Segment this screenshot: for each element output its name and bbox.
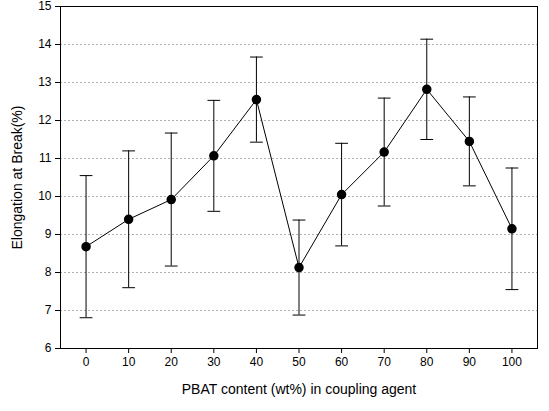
svg-text:70: 70 — [377, 355, 391, 369]
svg-text:90: 90 — [463, 355, 477, 369]
svg-text:11: 11 — [39, 151, 52, 165]
svg-text:10: 10 — [38, 189, 52, 203]
svg-text:12: 12 — [38, 113, 52, 127]
svg-text:8: 8 — [45, 265, 52, 279]
svg-text:20: 20 — [165, 355, 179, 369]
svg-text:PBAT content (wt%) in coupling: PBAT content (wt%) in coupling agent — [182, 381, 417, 397]
svg-text:60: 60 — [335, 355, 349, 369]
svg-text:0: 0 — [83, 355, 90, 369]
svg-text:100: 100 — [502, 355, 522, 369]
svg-text:40: 40 — [250, 355, 264, 369]
svg-text:14: 14 — [38, 37, 52, 51]
svg-text:Elongation at Break(%): Elongation at Break(%) — [9, 106, 25, 250]
svg-text:13: 13 — [38, 75, 52, 89]
svg-text:6: 6 — [45, 341, 52, 355]
svg-text:10: 10 — [122, 355, 136, 369]
svg-text:15: 15 — [38, 0, 52, 13]
svg-text:30: 30 — [207, 355, 221, 369]
svg-text:9: 9 — [45, 227, 52, 241]
svg-text:80: 80 — [420, 355, 434, 369]
svg-text:7: 7 — [45, 303, 52, 317]
svg-text:50: 50 — [292, 355, 306, 369]
